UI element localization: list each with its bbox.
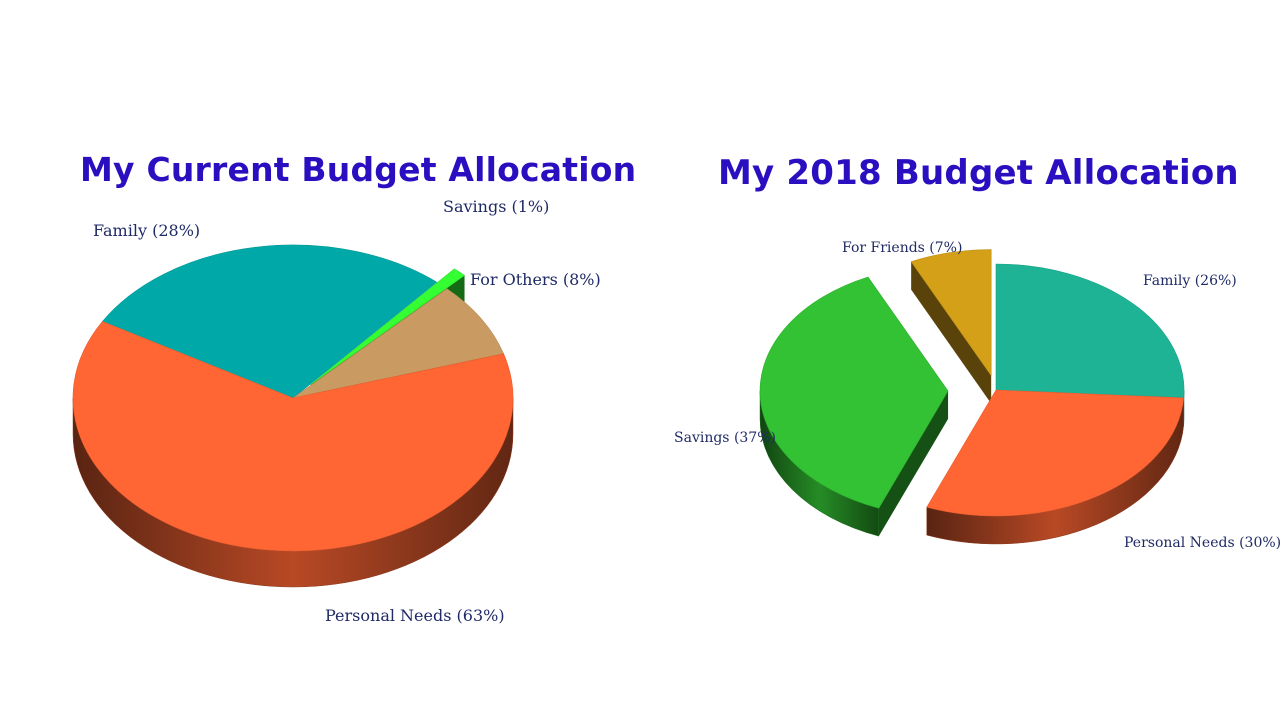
y2018-label-family: Family (26%) (1143, 273, 1237, 289)
y2018-slice-personal-needs (926, 389, 1184, 517)
current-slice-savings (310, 268, 466, 385)
y2018-slice-cut-savings-0 (878, 391, 949, 537)
y2018-pie-tops (759, 249, 1185, 517)
pie-chart-2018: Family (26%) Personal Needs (30%) Savings … (674, 240, 1280, 551)
current-label-personal-needs: Personal Needs (63%) (325, 606, 505, 625)
y2018-slice-family (995, 263, 1185, 399)
current-label-for-others: For Others (8%) (470, 270, 601, 289)
current-pie-labels: Family (28%) Savings (1%) For Others (8%) P… (93, 197, 601, 625)
current-label-savings: Savings (1%) (443, 197, 549, 216)
current-label-family: Family (28%) (93, 221, 200, 240)
current-slice-family (101, 244, 438, 399)
current-slice-for-others (292, 288, 505, 399)
y2018-slice-savings (759, 276, 949, 509)
y2018-label-for-friends: For Friends (7%) (842, 240, 962, 256)
current-slice-personal-needs (72, 321, 514, 552)
y2018-label-savings: Savings (37%) (674, 430, 776, 446)
pie-chart-current: Family (28%) Savings (1%) For Others (8%) P… (72, 197, 601, 625)
chart-title-2018: My 2018 Budget Allocation (718, 153, 1239, 193)
y2018-pie-labels: Family (26%) Personal Needs (30%) Savings … (674, 240, 1280, 551)
chart-current-budget: My Current Budget Allocation Family (28%… (72, 150, 637, 625)
chart-title-current: My Current Budget Allocation (80, 150, 637, 189)
y2018-slice-for-friends (910, 249, 992, 377)
y2018-slice-cut-for-friends-0 (911, 261, 992, 404)
y2018-label-personal-needs: Personal Needs (30%) (1124, 535, 1280, 551)
current-pie-tops (72, 244, 514, 552)
chart-2018-budget: My 2018 Budget Allocation Family (26%) Pe… (640, 0, 1280, 720)
